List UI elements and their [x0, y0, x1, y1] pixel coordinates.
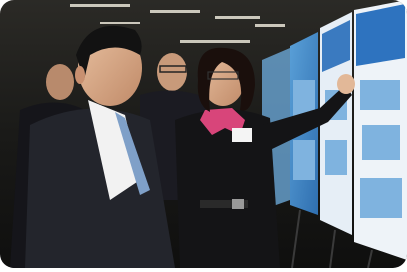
border: [0, 268, 407, 272]
scene: [0, 0, 407, 268]
page: (() => { const data = JSON.parse(documen…: [0, 0, 407, 272]
photo: [0, 0, 407, 272]
